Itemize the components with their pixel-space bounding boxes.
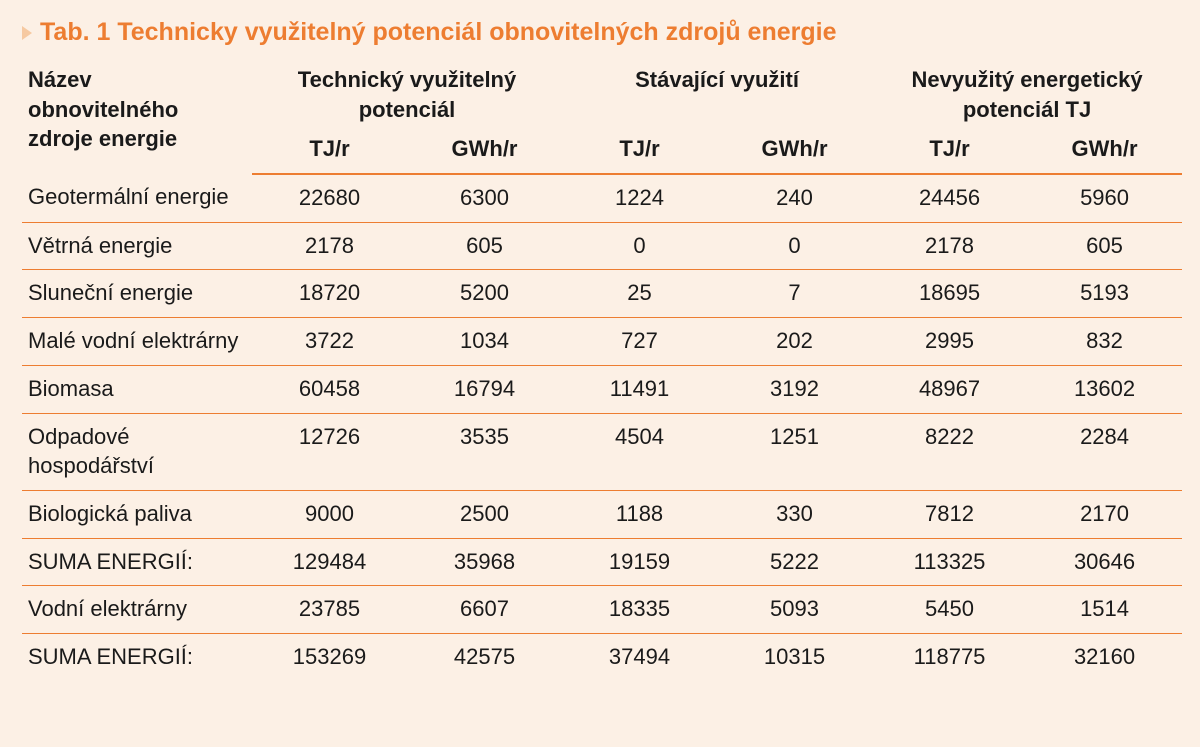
- cell-name: Sluneční energie: [22, 270, 252, 318]
- cell-value: 605: [1027, 222, 1182, 270]
- cell-value: 5960: [1027, 174, 1182, 222]
- cell-value: 18695: [872, 270, 1027, 318]
- cell-name: Biomasa: [22, 365, 252, 413]
- cell-value: 2170: [1027, 490, 1182, 538]
- col-sub-current-gwh: GWh/r: [717, 126, 872, 174]
- table-row: Sluneční energie 18720 5200 25 7 18695 5…: [22, 270, 1182, 318]
- table-row: Odpadové hospodářství 12726 3535 4504 12…: [22, 413, 1182, 490]
- cell-name: Odpadové hospodářství: [22, 413, 252, 490]
- cell-value: 1514: [1027, 586, 1182, 634]
- table-row: Vodní elektrárny 23785 6607 18335 5093 5…: [22, 586, 1182, 634]
- cell-value: 22680: [252, 174, 407, 222]
- cell-name: SUMA ENERGIÍ:: [22, 633, 252, 680]
- cell-value: 19159: [562, 538, 717, 586]
- col-sub-current-tj: TJ/r: [562, 126, 717, 174]
- cell-value: 1224: [562, 174, 717, 222]
- cell-name: Geotermální energie: [22, 174, 252, 222]
- cell-value: 1034: [407, 318, 562, 366]
- table-body: Geotermální energie 22680 6300 1224 240 …: [22, 174, 1182, 681]
- cell-value: 5222: [717, 538, 872, 586]
- cell-value: 605: [407, 222, 562, 270]
- cell-value: 48967: [872, 365, 1027, 413]
- col-sub-potential-tj: TJ/r: [252, 126, 407, 174]
- cell-value: 7: [717, 270, 872, 318]
- col-group-potential: Technický využitelný potenciál: [252, 57, 562, 126]
- cell-value: 202: [717, 318, 872, 366]
- table-row: Malé vodní elektrárny 3722 1034 727 202 …: [22, 318, 1182, 366]
- cell-name: Vodní elektrárny: [22, 586, 252, 634]
- cell-value: 42575: [407, 633, 562, 680]
- cell-value: 727: [562, 318, 717, 366]
- cell-value: 35968: [407, 538, 562, 586]
- col-sub-unused-gwh: GWh/r: [1027, 126, 1182, 174]
- col-header-name: Název obnovitelného zdroje energie: [22, 57, 252, 174]
- cell-value: 153269: [252, 633, 407, 680]
- cell-value: 7812: [872, 490, 1027, 538]
- cell-value: 5093: [717, 586, 872, 634]
- cell-value: 0: [717, 222, 872, 270]
- table-title: Tab. 1 Technicky využitelný potenciál ob…: [40, 18, 836, 47]
- cell-value: 240: [717, 174, 872, 222]
- cell-value: 6607: [407, 586, 562, 634]
- cell-value: 832: [1027, 318, 1182, 366]
- cell-value: 0: [562, 222, 717, 270]
- cell-value: 6300: [407, 174, 562, 222]
- col-group-unused: Nevyužitý energetický potenciál TJ: [872, 57, 1182, 126]
- table-row: SUMA ENERGIÍ: 129484 35968 19159 5222 11…: [22, 538, 1182, 586]
- cell-value: 2500: [407, 490, 562, 538]
- col-group-current: Stávající využití: [562, 57, 872, 126]
- cell-value: 2995: [872, 318, 1027, 366]
- cell-value: 16794: [407, 365, 562, 413]
- cell-value: 9000: [252, 490, 407, 538]
- cell-value: 330: [717, 490, 872, 538]
- cell-value: 30646: [1027, 538, 1182, 586]
- cell-name: SUMA ENERGIÍ:: [22, 538, 252, 586]
- cell-value: 12726: [252, 413, 407, 490]
- cell-value: 18720: [252, 270, 407, 318]
- cell-value: 3722: [252, 318, 407, 366]
- col-sub-potential-gwh: GWh/r: [407, 126, 562, 174]
- col-sub-unused-tj: TJ/r: [872, 126, 1027, 174]
- cell-value: 4504: [562, 413, 717, 490]
- cell-value: 37494: [562, 633, 717, 680]
- cell-value: 2178: [252, 222, 407, 270]
- cell-value: 129484: [252, 538, 407, 586]
- table-title-row: Tab. 1 Technicky využitelný potenciál ob…: [22, 18, 1178, 47]
- cell-value: 3192: [717, 365, 872, 413]
- table-row: Větrná energie 2178 605 0 0 2178 605: [22, 222, 1182, 270]
- cell-name: Malé vodní elektrárny: [22, 318, 252, 366]
- table-row: Biomasa 60458 16794 11491 3192 48967 136…: [22, 365, 1182, 413]
- cell-value: 23785: [252, 586, 407, 634]
- cell-value: 1188: [562, 490, 717, 538]
- energy-potential-table: Název obnovitelného zdroje energie Techn…: [22, 57, 1182, 681]
- cell-value: 118775: [872, 633, 1027, 680]
- cell-value: 8222: [872, 413, 1027, 490]
- cell-value: 1251: [717, 413, 872, 490]
- cell-value: 5200: [407, 270, 562, 318]
- cell-value: 60458: [252, 365, 407, 413]
- cell-value: 5193: [1027, 270, 1182, 318]
- table-row: SUMA ENERGIÍ: 153269 42575 37494 10315 1…: [22, 633, 1182, 680]
- cell-value: 13602: [1027, 365, 1182, 413]
- cell-value: 113325: [872, 538, 1027, 586]
- cell-value: 2284: [1027, 413, 1182, 490]
- cell-value: 25: [562, 270, 717, 318]
- arrow-right-icon: [22, 26, 32, 40]
- cell-value: 24456: [872, 174, 1027, 222]
- cell-value: 3535: [407, 413, 562, 490]
- cell-name: Větrná energie: [22, 222, 252, 270]
- cell-value: 2178: [872, 222, 1027, 270]
- cell-value: 5450: [872, 586, 1027, 634]
- cell-value: 10315: [717, 633, 872, 680]
- table-row: Geotermální energie 22680 6300 1224 240 …: [22, 174, 1182, 222]
- cell-name: Biologická paliva: [22, 490, 252, 538]
- table-header-group-row: Název obnovitelného zdroje energie Techn…: [22, 57, 1182, 126]
- cell-value: 32160: [1027, 633, 1182, 680]
- cell-value: 18335: [562, 586, 717, 634]
- table-row: Biologická paliva 9000 2500 1188 330 781…: [22, 490, 1182, 538]
- cell-value: 11491: [562, 365, 717, 413]
